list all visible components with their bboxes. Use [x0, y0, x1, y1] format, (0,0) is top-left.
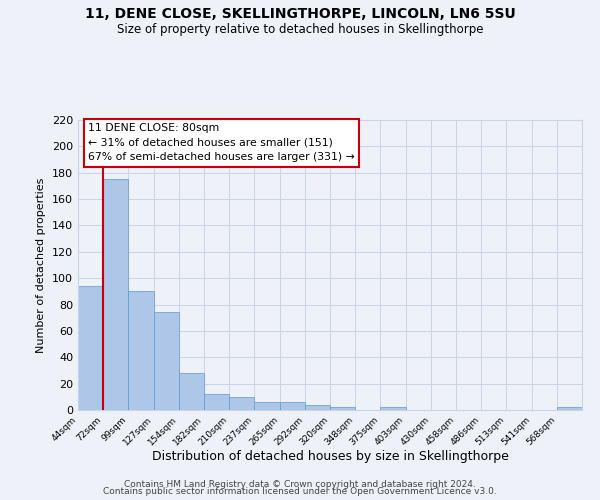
Y-axis label: Number of detached properties: Number of detached properties	[37, 178, 46, 352]
Bar	[204, 394, 229, 410]
Text: Distribution of detached houses by size in Skellingthorpe: Distribution of detached houses by size …	[152, 450, 508, 463]
Text: Size of property relative to detached houses in Skellingthorpe: Size of property relative to detached ho…	[117, 22, 483, 36]
Text: 11, DENE CLOSE, SKELLINGTHORPE, LINCOLN, LN6 5SU: 11, DENE CLOSE, SKELLINGTHORPE, LINCOLN,…	[85, 8, 515, 22]
Bar	[103, 180, 128, 410]
Bar	[557, 408, 582, 410]
Bar	[280, 402, 305, 410]
Bar	[179, 373, 204, 410]
Text: Contains HM Land Registry data © Crown copyright and database right 2024.: Contains HM Land Registry data © Crown c…	[124, 480, 476, 489]
Text: Contains public sector information licensed under the Open Government Licence v3: Contains public sector information licen…	[103, 488, 497, 496]
Bar	[154, 312, 179, 410]
Bar	[254, 402, 280, 410]
Bar	[380, 408, 406, 410]
Text: 11 DENE CLOSE: 80sqm
← 31% of detached houses are smaller (151)
67% of semi-deta: 11 DENE CLOSE: 80sqm ← 31% of detached h…	[88, 123, 355, 162]
Bar	[330, 408, 355, 410]
Bar	[128, 292, 154, 410]
Bar	[229, 397, 254, 410]
Bar	[78, 286, 103, 410]
Bar	[305, 404, 330, 410]
